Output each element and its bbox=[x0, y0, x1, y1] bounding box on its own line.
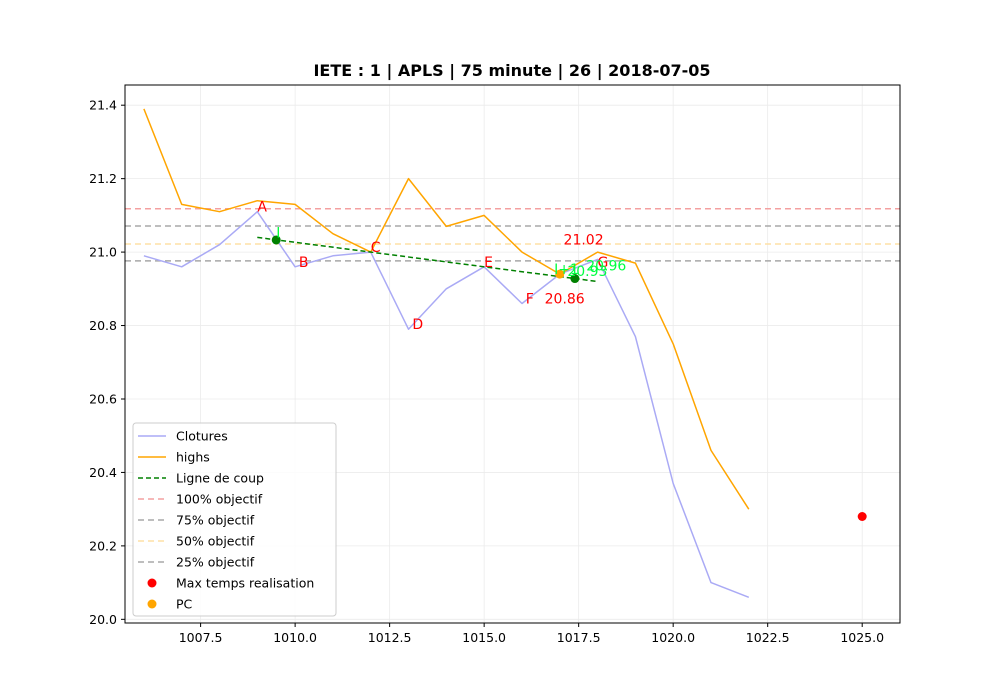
legend-marker bbox=[147, 578, 157, 588]
series-line bbox=[143, 210, 750, 598]
series-line bbox=[143, 108, 750, 510]
x-tick-label: 1015.0 bbox=[462, 630, 506, 645]
y-tick-label: 20.8 bbox=[89, 318, 117, 333]
annotation-label: I+1 bbox=[554, 262, 579, 278]
objective-lines bbox=[125, 208, 900, 262]
annotation-label: 21.02 bbox=[564, 233, 604, 249]
y-tick-label: 20.6 bbox=[89, 391, 117, 406]
chart-title: IETE : 1 | APLS | 75 minute | 26 | 2018-… bbox=[313, 61, 710, 81]
x-tick-label: 1020.0 bbox=[651, 630, 695, 645]
y-tick-label: 20.2 bbox=[89, 538, 117, 553]
legend-label: Ligne de coup bbox=[176, 471, 264, 486]
annotation-label: D bbox=[412, 317, 423, 333]
scatter-point bbox=[555, 269, 565, 279]
y-tick-label: 21.0 bbox=[89, 245, 117, 260]
legend-label: Max temps realisation bbox=[176, 576, 314, 591]
legend-label: 75% objectif bbox=[176, 513, 255, 528]
annotation-label: G bbox=[598, 255, 609, 271]
plot-frame bbox=[124, 84, 901, 624]
axes: 1007.5 1010.0 1012.5 1015.0 1017.5 1020.0 1022… bbox=[89, 98, 884, 645]
x-tick-label: 1010.0 bbox=[273, 630, 317, 645]
trend-line bbox=[257, 236, 598, 283]
trend-point bbox=[271, 235, 281, 245]
scatter-points bbox=[271, 235, 867, 522]
annotation-label: E bbox=[484, 255, 493, 271]
trend-point bbox=[570, 274, 580, 284]
y-tick-label: 20.0 bbox=[89, 612, 117, 627]
legend-label: PC bbox=[176, 597, 193, 612]
annotation-label: F bbox=[526, 292, 534, 308]
x-tick-label: 1007.5 bbox=[179, 630, 223, 645]
y-tick-label: 21.4 bbox=[89, 98, 117, 113]
series-lines bbox=[143, 108, 750, 598]
annotation-label: 20.93 bbox=[567, 264, 607, 280]
legend-box bbox=[132, 422, 337, 617]
x-tick-label: 1022.5 bbox=[746, 630, 790, 645]
legend-label: 100% objectif bbox=[176, 492, 263, 507]
scatter-point bbox=[857, 512, 867, 522]
annotation-label: B bbox=[299, 255, 309, 271]
legend-label: highs bbox=[176, 450, 210, 465]
annotation-label: C bbox=[371, 240, 381, 256]
annotation-label: A bbox=[257, 200, 267, 216]
y-tick-label: 21.2 bbox=[89, 171, 117, 186]
legend-label: Clotures bbox=[176, 429, 228, 444]
x-tick-label: 1025.0 bbox=[840, 630, 884, 645]
x-tick-label: 1017.5 bbox=[557, 630, 601, 645]
y-tick-label: 20.4 bbox=[89, 465, 117, 480]
legend-label: 25% objectif bbox=[176, 555, 255, 570]
annotation-label: 20.96 bbox=[586, 258, 626, 274]
annotation-label: 20.86 bbox=[545, 292, 585, 308]
legend-marker bbox=[147, 599, 157, 609]
annotation-label: I bbox=[276, 225, 280, 241]
legend: Clotures highs Ligne de coup 100% objectif 7… bbox=[132, 422, 337, 617]
legend-label: 50% objectif bbox=[176, 534, 255, 549]
x-tick-label: 1012.5 bbox=[368, 630, 412, 645]
